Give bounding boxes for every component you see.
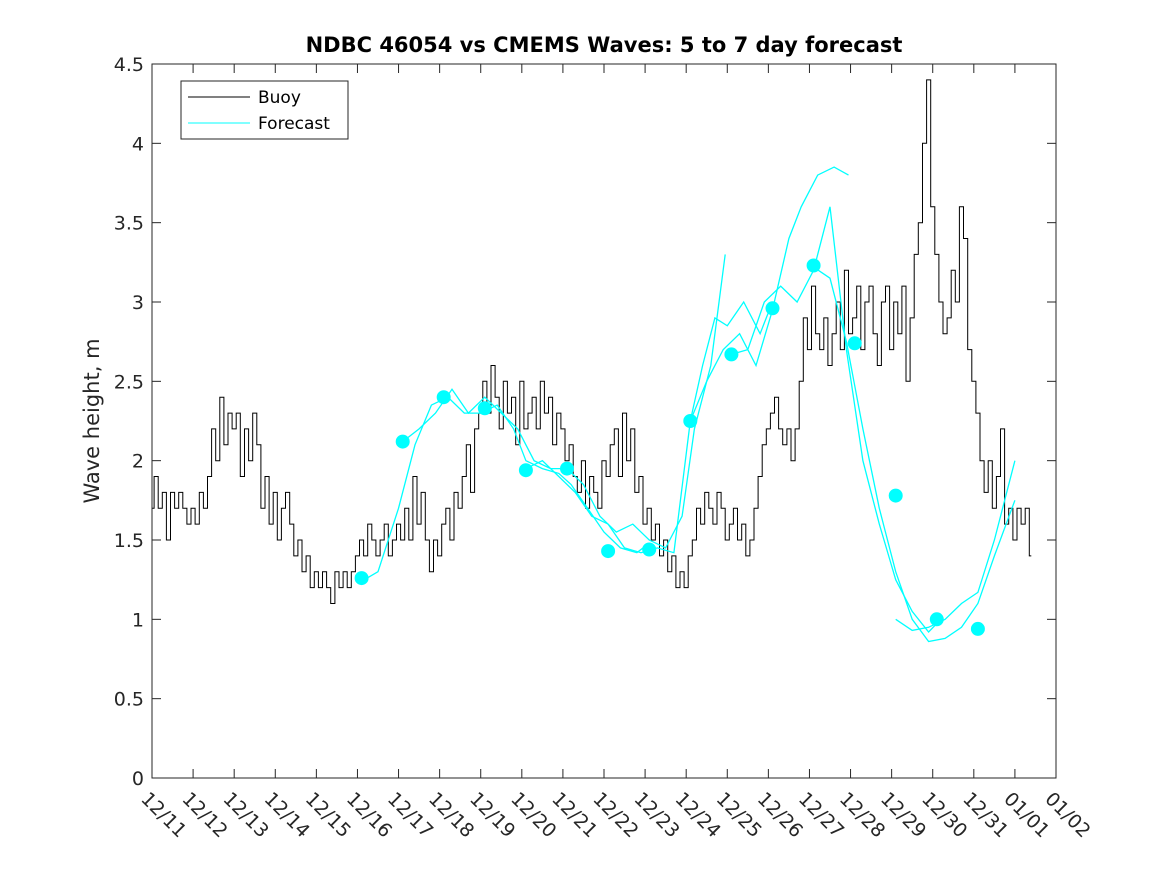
x-tick-label: 12/19 — [465, 788, 519, 842]
forecast-marker — [847, 336, 862, 351]
y-tick-label: 0.5 — [114, 689, 144, 711]
x-tick-label: 12/30 — [917, 788, 971, 842]
y-tick-label: 1.5 — [114, 530, 144, 552]
x-tick-label: 12/29 — [876, 788, 930, 842]
forecast-marker — [642, 542, 657, 557]
x-tick-label: 12/24 — [671, 788, 725, 842]
x-tick-label: 12/18 — [424, 788, 478, 842]
x-tick-label: 12/21 — [547, 788, 601, 842]
forecast-marker — [683, 414, 698, 428]
x-tick-label: 12/28 — [835, 788, 889, 842]
forecast-marker — [560, 461, 574, 476]
y-tick-label: 4 — [132, 133, 144, 155]
x-tick-label: 12/22 — [588, 788, 642, 842]
forecast-marker — [929, 612, 944, 627]
x-tick-label: 12/13 — [219, 788, 273, 842]
series-line-forecast-run-7 — [895, 460, 1016, 632]
y-tick-label: 4.5 — [114, 54, 144, 76]
x-tick-label: 12/12 — [178, 788, 232, 842]
forecast-marker — [888, 488, 903, 503]
forecast-marker — [395, 434, 410, 449]
chart-title: NDBC 46054 vs CMEMS Waves: 5 to 7 day fo… — [306, 33, 903, 57]
legend-box — [180, 80, 349, 140]
y-tick-label: 1 — [132, 609, 144, 631]
x-tick-label: 12/16 — [342, 788, 396, 842]
x-tick-label: 12/20 — [506, 788, 560, 842]
legend-label-forecast: Forecast — [258, 114, 330, 134]
x-tick-label: 12/26 — [753, 788, 807, 842]
series-line-forecast-run-1 — [361, 396, 650, 582]
forecast-marker — [970, 621, 985, 636]
x-tick-label: 01/01 — [999, 788, 1053, 842]
y-tick-label: 3.5 — [114, 213, 144, 235]
x-tick-label: 12/14 — [260, 788, 314, 842]
forecast-marker — [518, 463, 533, 478]
forecast-marker — [354, 571, 369, 586]
x-tick-label: 12/31 — [958, 788, 1012, 842]
forecast-marker — [436, 390, 451, 405]
legend-label-buoy: Buoy — [258, 88, 301, 108]
x-tick-label: 12/15 — [301, 788, 355, 842]
forecast-marker — [724, 347, 739, 362]
x-tick-label: 12/27 — [794, 788, 848, 842]
x-tick-label: 12/25 — [712, 788, 766, 842]
series-line-buoy — [152, 79, 1032, 604]
plot-area — [152, 64, 1056, 778]
y-axis-label: Wave height, m — [80, 338, 104, 503]
x-tick-label: 12/11 — [136, 788, 190, 842]
y-tick-label: 2 — [132, 451, 144, 473]
forecast-marker — [806, 258, 821, 273]
forecast-marker — [765, 301, 780, 316]
y-tick-label: 2.5 — [114, 371, 144, 393]
x-tick-label: 12/17 — [383, 788, 437, 842]
x-tick-label: 12/23 — [630, 788, 684, 842]
x-tick-label: 01/02 — [1040, 788, 1094, 842]
y-tick-label: 3 — [132, 292, 144, 314]
series-line-forecast-run-3 — [525, 300, 774, 554]
series-line-forecast-run-5 — [731, 206, 942, 633]
series-line-forecast-run-6 — [813, 266, 1016, 643]
legend: Buoy Forecast — [180, 80, 349, 140]
y-tick-label: 0 — [132, 768, 144, 790]
forecast-marker — [477, 401, 492, 416]
forecast-marker — [601, 544, 616, 559]
series-layer — [152, 79, 1032, 643]
